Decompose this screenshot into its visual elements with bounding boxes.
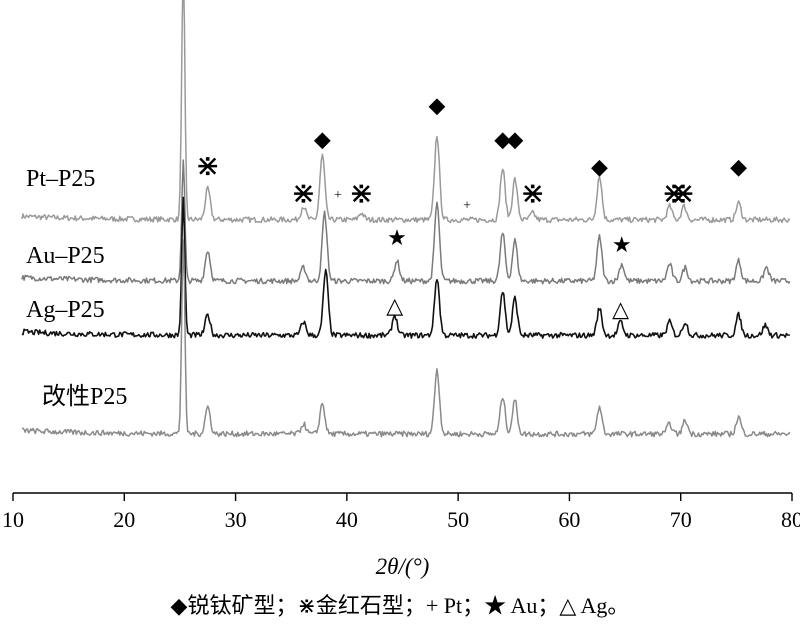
- x-tick-label: 80: [781, 507, 800, 532]
- phase-legend: ◆锐钛矿型；⋇金红石型；+ Pt；★ Au；△ Ag。: [171, 593, 630, 618]
- phase-marker: +: [334, 188, 342, 203]
- phase-marker: +: [463, 198, 471, 213]
- xrd-curve-2: [21, 196, 791, 339]
- phase-marker: ★: [387, 225, 407, 250]
- series-labels-layer: Pt–P25 Au–P25 Ag–P25 改性P25: [26, 166, 127, 410]
- phase-marker: ◆: [591, 154, 608, 179]
- phase-marker: ⋇: [520, 177, 545, 210]
- phase-marker: ◆: [429, 93, 446, 118]
- phase-marker: ⋇: [195, 150, 220, 183]
- x-tick-label: 40: [336, 507, 358, 532]
- phase-marker: ⋇: [670, 177, 695, 210]
- x-tick-label: 50: [447, 507, 469, 532]
- x-tick-label: 70: [670, 507, 692, 532]
- phase-marker: △: [386, 293, 403, 318]
- phase-marker: ◆: [494, 127, 511, 152]
- phase-marker: ◆: [506, 127, 523, 152]
- phase-marker: ◆: [314, 127, 331, 152]
- series-label: Pt–P25: [26, 166, 95, 192]
- xrd-curve-1: [21, 159, 791, 285]
- series-label: Au–P25: [26, 243, 105, 269]
- x-ticks-layer: 10 20 30 40 50 60 70 80: [2, 493, 800, 532]
- phase-marker: ⋇: [661, 177, 686, 210]
- x-tick-label: 10: [2, 507, 24, 532]
- xrd-curve-3: [21, 239, 791, 438]
- xrd-curve-0: [21, 0, 791, 224]
- phase-marker: ◆: [730, 154, 747, 179]
- curves-layer: [21, 0, 791, 438]
- series-label: 改性P25: [42, 383, 127, 410]
- x-axis-title: 2θ/(°): [376, 554, 430, 579]
- phase-marker: ⋇: [291, 177, 316, 210]
- phase-marker: △: [612, 297, 629, 322]
- phase-marker: ★: [612, 232, 632, 257]
- series-label: Ag–P25: [26, 297, 105, 323]
- x-tick-label: 20: [113, 507, 135, 532]
- phase-markers-layer: ◆⋇◆⋇+⋇◆+◆◆⋇◆⋇⋇◆★★△△: [195, 93, 747, 322]
- x-tick-label: 60: [558, 507, 580, 532]
- x-tick-label: 30: [225, 507, 247, 532]
- phase-marker: ⋇: [349, 177, 374, 210]
